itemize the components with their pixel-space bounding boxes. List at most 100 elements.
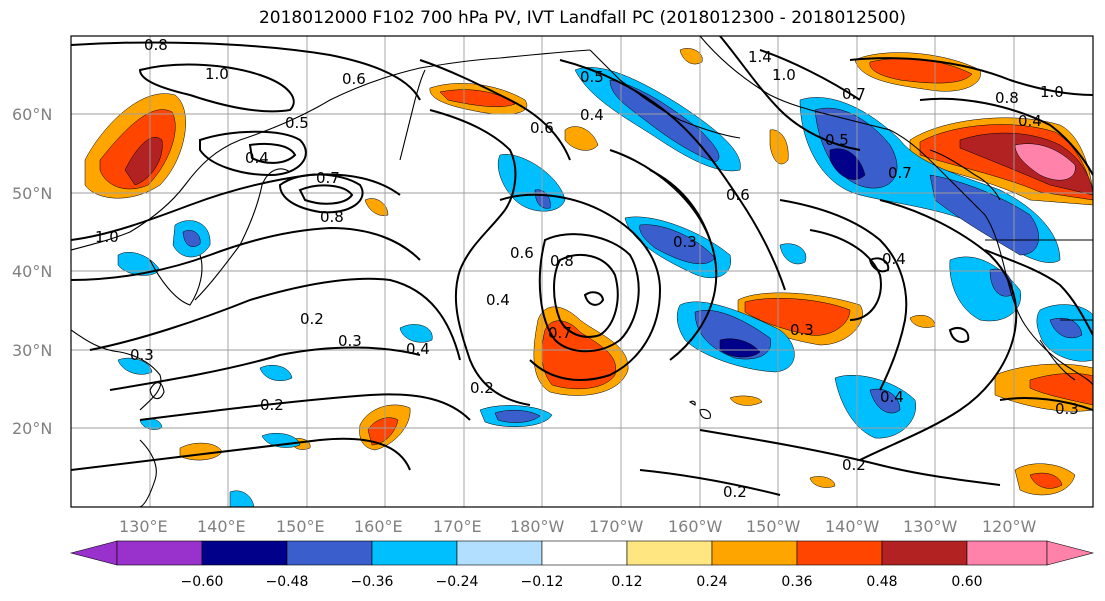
- coastline-asia: [71, 49, 591, 251]
- contour-label: 0.3: [130, 346, 154, 364]
- contour-label: 0.8: [144, 36, 168, 54]
- anomaly-negative: [834, 375, 917, 439]
- colorbar-segment: [371, 540, 458, 566]
- anomaly-positive: [744, 298, 851, 336]
- anomaly-positive: [564, 126, 599, 151]
- contour-label: 0.8: [320, 208, 344, 226]
- lon-label: 150°W: [746, 517, 801, 536]
- anomaly-positive: [439, 89, 516, 107]
- contour-label: 0.2: [842, 456, 866, 474]
- anomaly-positive: [679, 48, 703, 65]
- colorbar: [69, 540, 1095, 566]
- colorbar-tick: 0.48: [866, 574, 897, 590]
- anomaly-negative: [639, 224, 716, 265]
- lon-label: 130°W: [903, 517, 958, 536]
- lon-label: 160°E: [354, 517, 403, 536]
- lon-label: 160°W: [668, 517, 723, 536]
- map-plot-area: 0.8 1.0 0.6 0.5 0.4 0.7 0.8 1.0 0.3 0.2 …: [71, 36, 1093, 507]
- contour-label: 0.8: [995, 89, 1019, 107]
- coastline-china-south: [71, 329, 162, 411]
- coastline-taiwan: [149, 382, 165, 400]
- lon-label: 180°W: [510, 517, 565, 536]
- map-frame: [70, 35, 1094, 508]
- anomaly-positive: [124, 137, 163, 186]
- contour-label: 0.4: [580, 106, 604, 124]
- contour-label: 0.4: [245, 149, 269, 167]
- anomaly-negative: [829, 148, 866, 180]
- colorbar-segment: [626, 540, 713, 566]
- lon-label: 170°W: [589, 517, 644, 536]
- coastlines: [71, 36, 1093, 507]
- anomaly-positive: [769, 129, 789, 165]
- lon-label: 140°W: [825, 517, 880, 536]
- lon-label: 170°E: [433, 517, 482, 536]
- contour-label: 1.0: [1040, 83, 1064, 101]
- anomaly-positive: [1029, 472, 1063, 489]
- contour-label: 0.5: [285, 114, 309, 132]
- shaded-anomalies: [84, 48, 1093, 507]
- pv-contours: [71, 36, 1093, 496]
- anomaly-negative: [869, 388, 901, 414]
- colorbar-segment: [286, 540, 373, 566]
- anomaly-positive: [729, 395, 763, 406]
- colorbar-tick: 0.36: [781, 574, 812, 590]
- colorbar-ticks: −0.60 −0.48 −0.36 −0.24 −0.12 0.12 0.24 …: [181, 574, 983, 590]
- anomaly-negative: [117, 357, 153, 375]
- contour-label: 0.6: [342, 70, 366, 88]
- coastline-baja: [1039, 339, 1076, 381]
- contour-label: 0.6: [726, 186, 750, 204]
- graticule: [71, 36, 1093, 507]
- anomaly-positive: [364, 198, 389, 216]
- colorbar-arrow-left: [69, 540, 118, 566]
- anomaly-negative: [259, 365, 293, 381]
- colorbar-tick: 0.60: [951, 574, 982, 590]
- coastline-canada-islands: [929, 149, 1001, 201]
- contour-label: 0.8: [550, 252, 574, 270]
- map-title: 2018012000 F102 700 hPa PV, IVT Landfall…: [258, 8, 906, 28]
- lon-label: 120°W: [982, 517, 1037, 536]
- contour-label: 0.7: [842, 85, 866, 103]
- contour-label: 0.6: [530, 119, 554, 137]
- contour-label: 0.7: [316, 169, 340, 187]
- contour-label: 0.6: [510, 244, 534, 262]
- colorbar-segment: [541, 540, 628, 566]
- lon-label: 150°E: [276, 517, 325, 536]
- coastline-north-america-west: [889, 129, 1093, 386]
- contour-label: 1.0: [205, 65, 229, 83]
- colorbar-segment: [796, 540, 883, 566]
- colorbar-tick: −0.24: [436, 574, 479, 590]
- anomaly-positive: [809, 476, 836, 488]
- contour-label: 0.5: [580, 68, 604, 86]
- contour-label: 0.2: [723, 483, 747, 501]
- anomaly-negative: [1049, 317, 1083, 339]
- latitude-labels: 60°N 50°N 40°N 30°N 20°N: [12, 105, 52, 438]
- contour-label: 0.3: [673, 233, 697, 251]
- coastline-alaska: [699, 36, 891, 131]
- coastline-kamchatka: [399, 69, 426, 161]
- colorbar-tick: −0.12: [521, 574, 564, 590]
- contour-label: 0.2: [470, 379, 494, 397]
- colorbar-segment: [116, 540, 203, 566]
- anomaly-negative: [609, 79, 720, 163]
- anomaly-negative: [719, 338, 761, 358]
- lon-label: 140°E: [197, 517, 246, 536]
- contour-label: 1.0: [772, 66, 796, 84]
- colorbar-arrow-right: [1046, 540, 1095, 566]
- colorbar-tick: −0.60: [181, 574, 224, 590]
- colorbar-segment: [966, 540, 1048, 566]
- colorbar-segment: [881, 540, 968, 566]
- colorbar-segment: [456, 540, 543, 566]
- contour-label: 0.2: [300, 310, 324, 328]
- coastline-alaska-peninsula: [589, 49, 741, 139]
- contour-label: 1.0: [95, 228, 119, 246]
- contour-labels: 0.8 1.0 0.6 0.5 0.4 0.7 0.8 1.0 0.3 0.2 …: [95, 36, 1079, 501]
- longitude-labels: 130°E 140°E 150°E 160°E 170°E 180°W 170°…: [119, 517, 1037, 536]
- anomaly-negative: [779, 243, 807, 265]
- contour-label: 0.5: [825, 131, 849, 149]
- anomaly-negative: [182, 230, 201, 247]
- contour-label: 0.2: [260, 396, 284, 414]
- contour-label: 0.4: [882, 250, 906, 268]
- coastline-japan: [194, 168, 291, 301]
- colorbar-tick: −0.48: [266, 574, 309, 590]
